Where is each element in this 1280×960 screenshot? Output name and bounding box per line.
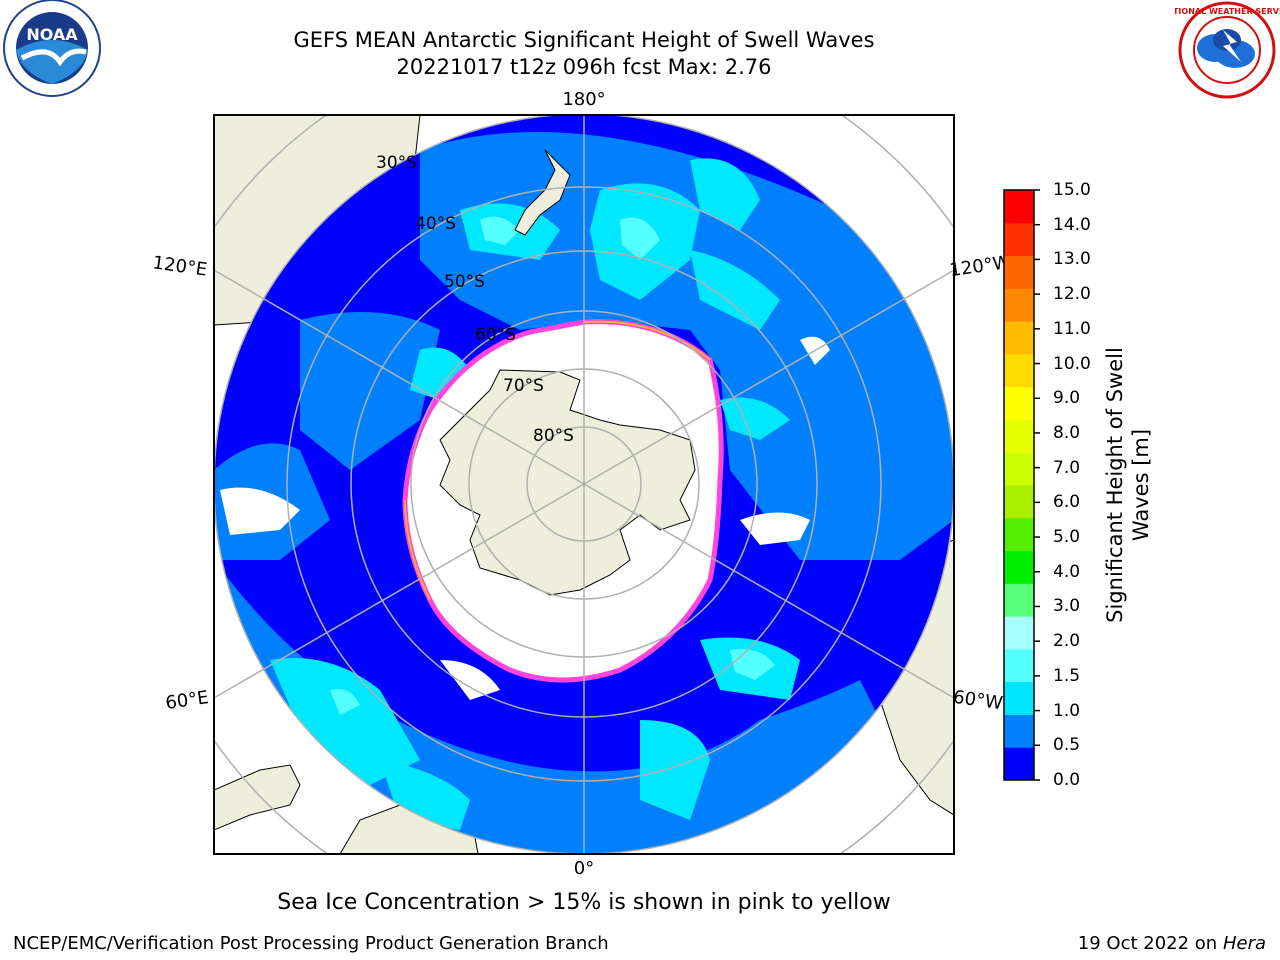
colorbar-swatch <box>1004 747 1034 781</box>
colorbar-swatch <box>1004 550 1034 584</box>
colorbar-swatch <box>1004 714 1034 748</box>
colorbar-tick-label: 12.0 <box>1053 284 1091 305</box>
colorbar-swatch <box>1004 452 1034 486</box>
colorbar-tick-label: 3.0 <box>1053 596 1081 617</box>
colorbar-tick-label: 0.5 <box>1053 735 1081 756</box>
lat-label-40s: 40°S <box>415 214 456 234</box>
colorbar-swatch <box>1004 517 1034 552</box>
lon-label-60w: 60°W <box>952 687 1004 715</box>
colorbar-swatch <box>1004 681 1034 715</box>
colorbar-tick-label: 1.0 <box>1053 700 1081 721</box>
colorbar-swatch <box>1004 288 1034 322</box>
colorbar-swatch <box>1004 648 1034 683</box>
footer-branch: NCEP/EMC/Verification Post Processing Pr… <box>13 933 609 954</box>
colorbar-tick-label: 10.0 <box>1053 353 1091 374</box>
noaa-logo-text: NOAA <box>26 25 78 44</box>
colorbar-swatch <box>1004 386 1034 420</box>
colorbar-tick-label: 13.0 <box>1053 249 1091 270</box>
colorbar-tick-label: 8.0 <box>1053 422 1081 443</box>
colorbar-tick-label: 6.0 <box>1053 492 1081 513</box>
lat-label-60s: 60°S <box>475 325 516 345</box>
colorbar-swatch <box>1004 255 1034 289</box>
lon-label-120e: 120°E <box>151 252 208 280</box>
colorbar-swatch <box>1004 485 1034 519</box>
svg-text:NATIONAL WEATHER SERVICE: NATIONAL WEATHER SERVICE <box>1175 7 1280 16</box>
colorbar-tick-label: 9.0 <box>1053 388 1081 409</box>
graticule <box>214 115 954 854</box>
noaa-logo: NOAA <box>3 0 101 97</box>
colorbar-tick-label: 4.0 <box>1053 561 1081 582</box>
colorbar-tick-label: 11.0 <box>1053 318 1091 339</box>
colorbar-label-line1: Significant Height of Swell <box>1103 347 1127 623</box>
colorbar-tick-label: 2.0 <box>1053 631 1081 652</box>
map-frame <box>213 114 955 855</box>
lon-label-180: 180° <box>562 89 605 110</box>
lat-label-80s: 80°S <box>533 426 574 446</box>
colorbar-swatch <box>1004 321 1034 355</box>
lat-label-70s: 70°S <box>503 376 544 396</box>
colorbar-swatch <box>1004 353 1034 388</box>
colorbar-tick-label: 7.0 <box>1053 457 1081 478</box>
colorbar-swatch <box>1004 583 1034 617</box>
colorbar-swatch <box>1004 222 1034 257</box>
colorbar <box>1003 189 1040 781</box>
lon-label-0: 0° <box>574 858 594 879</box>
colorbar-tick-label: 5.0 <box>1053 527 1081 548</box>
colorbar-label: Significant Height of Swell Waves [m] <box>1102 315 1154 655</box>
lat-label-30s: 30°S <box>376 153 417 173</box>
colorbar-label-line2: Waves [m] <box>1129 428 1153 542</box>
colorbar-tick-label: 1.5 <box>1053 665 1081 686</box>
nws-logo: NATIONAL WEATHER SERVICE <box>1175 1 1280 99</box>
colorbar-swatch <box>1004 419 1034 453</box>
colorbar-tick-label: 14.0 <box>1053 214 1091 235</box>
colorbar-swatch <box>1004 616 1034 650</box>
map-title: GEFS MEAN Antarctic Significant Height o… <box>293 28 875 52</box>
lat-label-50s: 50°S <box>444 272 485 292</box>
lon-label-60e: 60°E <box>164 687 210 714</box>
sea-ice-note: Sea Ice Concentration > 15% is shown in … <box>277 890 891 915</box>
footer-host: Hera <box>1222 933 1266 954</box>
lon-label-120w: 120°W <box>948 252 1012 281</box>
colorbar-tick-label: 15.0 <box>1053 180 1091 200</box>
colorbar-frame <box>1003 189 1035 781</box>
colorbar-swatch <box>1004 190 1034 224</box>
footer-date: 19 Oct 2022 on Hera <box>1078 933 1266 954</box>
map-subtitle: 20221017 t12z 096h fcst Max: 2.76 <box>396 55 772 79</box>
colorbar-tick-label: 0.0 <box>1053 770 1081 790</box>
footer-date-text: 19 Oct 2022 on <box>1077 933 1223 954</box>
